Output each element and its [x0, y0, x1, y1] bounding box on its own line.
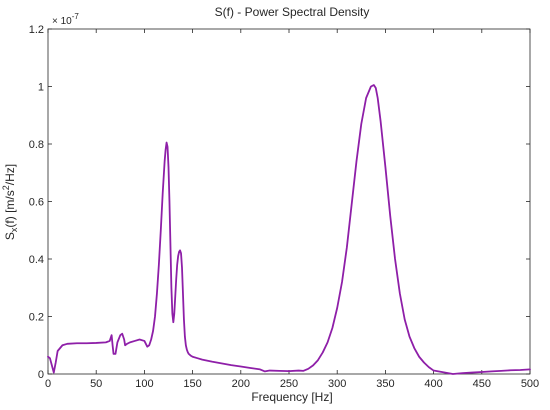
y-tick-label: 1.2 — [29, 24, 44, 36]
x-tick-label: 50 — [90, 378, 102, 390]
x-tick-label: 400 — [424, 378, 442, 390]
x-tick-label: 100 — [135, 378, 153, 390]
x-tick-label: 0 — [45, 378, 51, 390]
y-tick-label: 0.8 — [29, 139, 44, 151]
y-exponent-sup: -7 — [72, 12, 80, 21]
x-tick-label: 250 — [280, 378, 298, 390]
y-axis-label-sup: 2 — [1, 185, 11, 190]
y-axis-label-base: S — [3, 232, 17, 240]
y-exponent-base: × 10 — [52, 16, 72, 27]
y-axis-label-main: (f) [m/s — [3, 190, 17, 227]
plot-area: 0 50 100 150 200 250 300 350 400 450 500 0 0.2 0.4 0.6… — [29, 24, 539, 390]
x-axis-label: Frequency [Hz] — [251, 390, 332, 404]
psd-series-line — [47, 84, 531, 375]
x-tick-label: 450 — [473, 378, 491, 390]
y-tick-label: 0.6 — [29, 197, 44, 209]
y-tick-label: 0 — [38, 369, 44, 381]
y-axis-label-tail: /Hz] — [3, 164, 17, 185]
x-tick-label: 150 — [183, 378, 201, 390]
x-tick-label: 300 — [328, 378, 346, 390]
y-exponent-label: × 10-7 — [52, 12, 79, 27]
chart-title: S(f) - Power Spectral Density — [215, 5, 370, 19]
y-axis-label: Sx(f) [m/s2/Hz] — [1, 164, 19, 240]
plot-frame — [47, 28, 531, 375]
y-tick-label: 1 — [38, 82, 44, 94]
y-axis-label-sub: x — [9, 227, 19, 232]
x-tick-label: 200 — [232, 378, 250, 390]
y-tick-label: 0.2 — [29, 312, 44, 324]
x-tick-label: 350 — [376, 378, 394, 390]
x-tick-label: 500 — [521, 378, 539, 390]
y-tick-label: 0.4 — [29, 254, 44, 266]
